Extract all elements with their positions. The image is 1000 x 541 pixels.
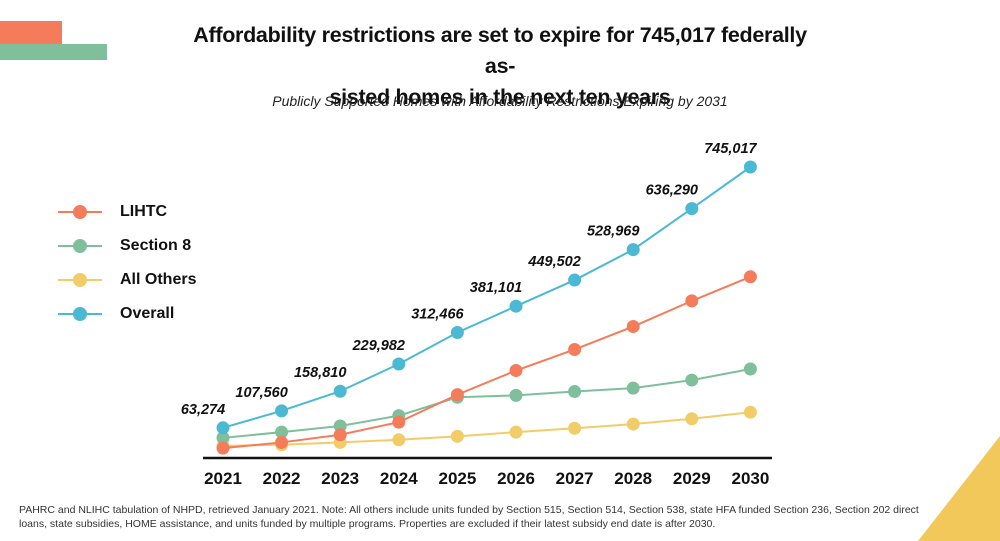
point-lihtc-2021 (216, 441, 230, 455)
point-section-8-2026 (509, 388, 523, 402)
point-overall-2023 (333, 384, 347, 398)
decorative-orange-bar (0, 21, 62, 44)
point-section-8-2021 (216, 431, 230, 445)
point-section-8-2022 (275, 425, 289, 439)
data-label-overall-2022: 107,560 (235, 385, 287, 401)
legend-item-all-others: All Others (58, 263, 196, 297)
point-lihtc-2028 (626, 320, 640, 334)
point-section-8-2029 (685, 373, 699, 387)
point-lihtc-2024 (392, 415, 406, 429)
point-overall-2022 (275, 404, 289, 418)
point-lihtc-2026 (509, 364, 523, 378)
legend-label-lihtc: LIHTC (120, 203, 168, 220)
point-lihtc-2022 (275, 435, 289, 449)
point-all-others-2026 (509, 425, 523, 439)
point-lihtc-2025 (450, 388, 464, 402)
decorative-yellow-triangle (918, 436, 1000, 541)
data-label-overall-2023: 158,810 (294, 365, 346, 381)
legend-item-overall: Overall (58, 297, 196, 331)
point-overall-2025 (450, 325, 464, 339)
data-label-overall-2028: 528,969 (587, 224, 639, 240)
chart-title-line-1: Affordability restrictions are set to ex… (193, 23, 807, 78)
chart-subtitle: Publicly Supported Homes with Affordabil… (272, 93, 728, 109)
point-overall-2028 (626, 243, 640, 257)
series-line-all-others (222, 411, 751, 447)
point-overall-2026 (509, 299, 523, 313)
data-label-overall-2025: 312,466 (411, 306, 464, 322)
point-lihtc-2029 (685, 294, 699, 308)
legend-label-section-8: Section 8 (120, 237, 192, 254)
point-all-others-2028 (626, 417, 640, 431)
series-line-overall (222, 166, 751, 429)
source-footnote: PAHRC and NLIHC tabulation of NHPD, retr… (19, 504, 919, 530)
x-tick-label-2025: 2025 (438, 469, 476, 488)
data-label-overall-2026: 381,101 (470, 280, 522, 296)
point-all-others-2030 (743, 405, 757, 419)
x-tick-label-2026: 2026 (497, 469, 535, 488)
point-lihtc-2027 (568, 342, 582, 356)
x-tick-label-2024: 2024 (380, 469, 418, 488)
point-overall-2027 (568, 273, 582, 287)
x-tick-label-2029: 2029 (673, 469, 711, 488)
point-overall-2024 (392, 357, 406, 371)
data-label-overall-2024: 229,982 (352, 338, 405, 354)
legend-swatch-overall (58, 307, 102, 321)
point-all-others-2025 (450, 429, 464, 443)
decorative-green-bar (0, 44, 107, 60)
data-label-overall-2029: 636,290 (646, 183, 698, 199)
point-section-8-2027 (568, 385, 582, 399)
x-tick-label-2027: 2027 (556, 469, 594, 488)
data-label-overall-2021: 63,274 (181, 402, 225, 418)
chart-legend: LIHTC Section 8 All Others Overall (58, 195, 196, 331)
legend-item-section-8: Section 8 (58, 229, 196, 263)
chart-title: Affordability restrictions are set to ex… (190, 20, 810, 113)
x-tick-label-2022: 2022 (263, 469, 301, 488)
data-label-overall-2027: 449,502 (527, 254, 580, 270)
point-overall-2029 (685, 202, 699, 216)
x-tick-label-2030: 2030 (731, 469, 769, 488)
x-tick-label-2028: 2028 (614, 469, 652, 488)
point-section-8-2028 (626, 381, 640, 395)
point-section-8-2030 (743, 362, 757, 376)
x-tick-label-2023: 2023 (321, 469, 359, 488)
point-all-others-2024 (392, 433, 406, 447)
point-all-others-2029 (685, 412, 699, 426)
point-overall-2021 (216, 421, 230, 435)
legend-swatch-section-8 (58, 239, 102, 253)
point-lihtc-2030 (743, 270, 757, 284)
legend-swatch-lihtc (58, 205, 102, 219)
point-overall-2030 (743, 160, 757, 174)
series-line-lihtc (222, 275, 751, 450)
legend-item-lihtc: LIHTC (58, 195, 196, 229)
chart-title-line-2: sisted homes in the next ten years (329, 85, 671, 109)
legend-label-all-others: All Others (120, 271, 197, 288)
legend-label-overall: Overall (120, 305, 175, 322)
point-all-others-2027 (568, 421, 582, 435)
x-tick-label-2021: 2021 (204, 469, 242, 488)
point-lihtc-2023 (333, 428, 347, 442)
data-label-overall-2030: 745,017 (704, 141, 757, 157)
series-line-section-8 (222, 368, 751, 439)
legend-swatch-all-others (58, 273, 102, 287)
